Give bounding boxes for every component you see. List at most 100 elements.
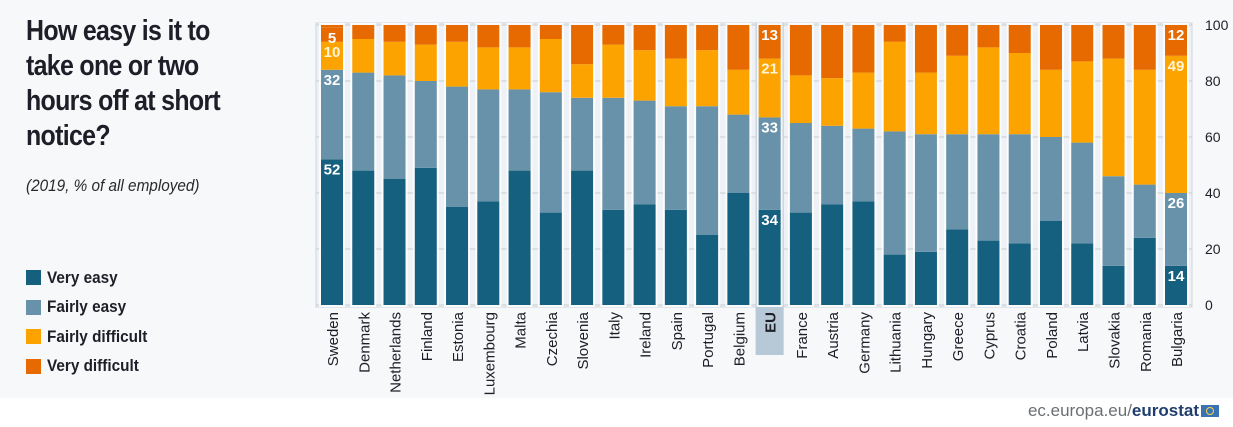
source-prefix: ec.europa.eu/	[1027, 401, 1132, 420]
bar-segment	[1133, 25, 1156, 70]
bar-segment	[321, 159, 343, 305]
bar-segment	[1071, 142, 1094, 244]
category-label: Romania	[1138, 311, 1155, 372]
bar-segment	[758, 58, 781, 118]
data-label: 26	[1168, 195, 1185, 212]
category-label: Croatia	[1013, 311, 1030, 360]
bar-segment	[1133, 69, 1156, 185]
bar-segment	[571, 97, 594, 171]
bar-segment	[508, 25, 531, 48]
y-tick-label: 60	[1205, 129, 1221, 145]
category-label: Sweden	[325, 312, 342, 366]
bar-segment	[852, 25, 875, 73]
bar-segment	[602, 44, 625, 98]
bar-segment	[727, 69, 750, 115]
legend: Very easy Fairly easy Fairly difficult V…	[26, 263, 158, 381]
legend-item-very-difficult: Very difficult	[26, 352, 158, 382]
legend-label: Fairly difficult	[47, 326, 148, 346]
bar-segment	[633, 204, 656, 305]
bar-segment	[1165, 265, 1188, 305]
legend-item-fairly-easy: Fairly easy	[26, 293, 158, 323]
bar-segment	[914, 251, 937, 305]
legend-swatch	[26, 329, 41, 345]
bar-segment	[1102, 58, 1125, 177]
bar-segment	[414, 25, 437, 45]
bar-segment	[414, 81, 437, 168]
bar-segment	[383, 75, 406, 179]
category-label: Germany	[856, 312, 873, 374]
stacked-bar-chart: Sweden Denmark Netherlands Finland Estonia Lu…	[315, 17, 1229, 395]
bar-segment	[852, 201, 875, 305]
bar-segment	[664, 58, 687, 107]
y-tick-label: 100	[1205, 17, 1229, 33]
bar-segment	[477, 201, 500, 305]
bar-segment	[1165, 55, 1188, 193]
category-label: Czechia	[544, 311, 561, 366]
bar-segment	[508, 89, 531, 171]
y-tick-label: 20	[1205, 241, 1221, 257]
bar-segment	[352, 72, 375, 171]
bar-segment	[1008, 243, 1031, 305]
data-label: 33	[761, 119, 778, 136]
bar-segment	[383, 25, 406, 42]
data-label: 14	[1168, 268, 1185, 285]
bar-segment	[727, 25, 750, 70]
category-label: Belgium	[731, 312, 748, 366]
bar-segment	[664, 25, 687, 59]
bar-segment	[1133, 237, 1156, 305]
bar-segment	[508, 47, 531, 90]
bar-segment	[977, 25, 1000, 48]
bar-segment	[571, 64, 594, 98]
legend-label: Very easy	[47, 267, 118, 287]
legend-swatch	[26, 358, 41, 374]
legend-label: Fairly easy	[47, 297, 127, 317]
bar-segment	[758, 25, 781, 59]
bar-segment	[1102, 265, 1125, 305]
bar-segment	[883, 254, 906, 305]
bar-segment	[539, 39, 562, 93]
data-label: 5	[328, 30, 336, 47]
bar-segment	[352, 170, 375, 305]
bar-segment	[977, 134, 1000, 241]
category-label: Estonia	[450, 311, 467, 362]
bar-segment	[789, 25, 812, 76]
bar-segment	[321, 41, 343, 70]
bar-segment	[946, 134, 969, 230]
category-label: Slovakia	[1107, 311, 1124, 368]
category-label: Portugal	[700, 312, 717, 368]
bar-segment	[696, 106, 719, 235]
legend-label: Very difficult	[47, 356, 139, 376]
bar-segment	[508, 170, 531, 305]
bar-segment	[1039, 69, 1062, 137]
bar-segment	[883, 131, 906, 255]
bar-segment	[1008, 134, 1031, 244]
chart-subtitle: (2019, % of all employed)	[26, 176, 200, 195]
source-brand: eurostat	[1131, 401, 1199, 420]
category-label: Denmark	[356, 312, 373, 373]
legend-item-very-easy: Very easy	[26, 263, 158, 293]
bar-segment	[633, 50, 656, 101]
bar-segment	[914, 25, 937, 73]
legend-item-fairly-difficult: Fairly difficult	[26, 322, 158, 352]
chart-title: How easy is it to take one or two hours …	[26, 15, 221, 152]
bar-segment	[414, 167, 437, 305]
bar-segment	[383, 179, 406, 305]
category-label: Bulgaria	[1169, 311, 1186, 367]
bar-segment	[946, 55, 969, 135]
bar-segment	[789, 123, 812, 213]
category-label: Malta	[513, 311, 530, 348]
bar-segment	[1102, 25, 1125, 59]
footer-band	[0, 398, 1233, 427]
y-tick-label: 0	[1205, 297, 1213, 313]
bar-segment	[321, 27, 343, 42]
category-label: Italy	[606, 312, 623, 340]
bar-segment	[539, 25, 562, 39]
data-label: 13	[761, 27, 778, 44]
bar-segment	[321, 25, 343, 28]
category-label: Luxembourg	[481, 312, 498, 395]
bar-segment	[1008, 25, 1031, 53]
data-label: 10	[324, 44, 341, 61]
legend-swatch	[26, 270, 41, 286]
bar-segment	[821, 204, 844, 305]
bar-segment	[883, 41, 906, 132]
